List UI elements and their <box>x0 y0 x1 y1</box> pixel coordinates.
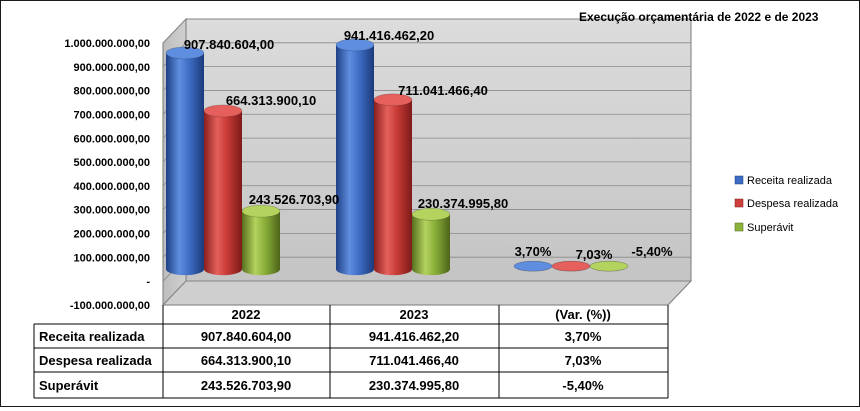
legend-swatch-receita <box>734 175 744 185</box>
y-tick-label: 700.000.000,00 <box>74 109 150 121</box>
bar-var-2 <box>589 260 629 272</box>
table-cell: 7,03% <box>565 353 602 368</box>
table-cell: 907.840.604,00 <box>201 329 291 344</box>
bar-var-0 <box>513 260 553 272</box>
table-cell: -5,40% <box>562 378 604 393</box>
data-label: 243.526.703,90 <box>249 192 339 207</box>
data-label: 230.374.995,80 <box>418 196 508 211</box>
table-row-label-receita: Receita realizada <box>39 329 145 344</box>
bar-var-1 <box>551 260 591 272</box>
y-tick-label: 200.000.000,00 <box>74 229 150 241</box>
legend-swatch-despesa <box>734 198 744 208</box>
chart-title: Execução orçamentária de 2022 e de 2023 <box>579 10 819 24</box>
data-label: 907.840.604,00 <box>184 37 274 52</box>
table-row-label-despesa: Despesa realizada <box>39 353 153 368</box>
data-labels: 907.840.604,00 664.313.900,10 243.526.703,… <box>184 28 673 262</box>
data-table <box>33 305 669 399</box>
y-tick-label: 1.000.000.000,00 <box>64 38 150 50</box>
legend-label-superavit: Superávit <box>747 222 793 234</box>
table-header-2023: 2023 <box>400 307 429 322</box>
data-label: -5,40% <box>631 244 673 259</box>
legend-label-receita: Receita realizada <box>747 175 833 187</box>
gridline-side <box>162 18 187 44</box>
bar-2022-0 <box>165 46 205 276</box>
data-label: 664.313.900,10 <box>226 93 316 108</box>
data-label: 3,70% <box>515 244 552 259</box>
legend: Receita realizada Despesa realizada Supe… <box>734 175 839 234</box>
legend-swatch-superavit <box>734 222 744 232</box>
data-label: 711.041.466,40 <box>398 83 488 98</box>
y-tick-label: 300.000.000,00 <box>74 205 150 217</box>
gridline-side <box>162 280 187 306</box>
table-cell: 3,70% <box>565 329 602 344</box>
data-label: 7,03% <box>576 247 613 262</box>
table-header-var: (Var. (%)) <box>555 307 611 322</box>
data-label: 941.416.462,20 <box>344 28 434 43</box>
bar-2023-2 <box>411 208 451 276</box>
bar-2023-0 <box>335 38 375 276</box>
table-cell: 230.374.995,80 <box>369 378 459 393</box>
bar-2022-1 <box>203 104 243 276</box>
bar-2023-1 <box>373 93 413 276</box>
y-axis-ticks: 1.000.000.000,00 900.000.000,00 800.000.00… <box>64 38 150 312</box>
table-cell: 664.313.900,10 <box>201 353 291 368</box>
y-tick-label: 500.000.000,00 <box>74 157 150 169</box>
table-cell: 941.416.462,20 <box>369 329 459 344</box>
chart-floor <box>161 280 693 306</box>
table-cell: 711.041.466,40 <box>369 353 459 368</box>
y-tick-label: 800.000.000,00 <box>74 86 150 98</box>
y-tick-label: - <box>146 276 150 288</box>
table-header-2022: 2022 <box>232 307 261 322</box>
table-cell: 243.526.703,90 <box>201 378 291 393</box>
table-row-label-superavit: Superávit <box>39 378 99 393</box>
legend-label-despesa: Despesa realizada <box>747 198 839 210</box>
bars <box>165 38 629 276</box>
y-tick-label: -100.000.000,00 <box>70 300 150 312</box>
y-tick-label: 600.000.000,00 <box>74 133 150 145</box>
bar-2022-2 <box>241 204 281 276</box>
y-tick-label: 900.000.000,00 <box>74 62 150 74</box>
y-tick-label: 400.000.000,00 <box>74 181 150 193</box>
y-tick-label: 100.000.000,00 <box>74 252 150 264</box>
